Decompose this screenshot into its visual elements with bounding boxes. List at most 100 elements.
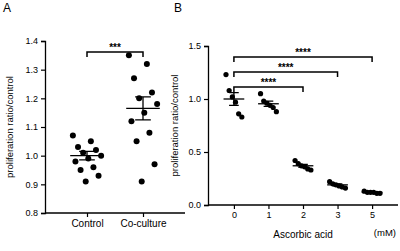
- x-tick-mark: [268, 205, 269, 209]
- point: [72, 158, 78, 164]
- y-tick: 0.5: [188, 147, 208, 157]
- y-tick: 1.0: [188, 94, 208, 104]
- point: [152, 161, 158, 167]
- error-bar: [264, 101, 274, 106]
- point: [223, 72, 228, 77]
- significance-label: ****: [261, 77, 277, 88]
- x-tick: Co-culture: [120, 213, 167, 229]
- x-tick-mark: [303, 205, 304, 209]
- y-tick: 0.9: [25, 180, 45, 190]
- point: [90, 164, 96, 170]
- y-tick-mark: [41, 156, 45, 157]
- x-tick-label: Co-culture: [120, 218, 167, 229]
- x-tick-mark: [337, 205, 338, 209]
- point: [78, 167, 84, 173]
- x-tick: 1: [266, 205, 271, 220]
- y-tick-mark: [41, 98, 45, 99]
- y-tick-mark: [41, 127, 45, 128]
- x-tick-label: 1: [266, 210, 271, 220]
- y-tick-label: 1.0: [188, 94, 201, 104]
- point: [134, 138, 140, 144]
- y-tick-mark: [204, 152, 208, 153]
- y-tick: 1.3: [25, 65, 45, 75]
- point: [271, 105, 276, 110]
- error-bar: [229, 93, 239, 106]
- x-tick: 3: [336, 205, 341, 220]
- y-axis-title: proliferation ratio/control: [169, 75, 180, 177]
- point: [258, 91, 263, 96]
- y-tick-label: 1.3: [25, 65, 38, 75]
- x-tick-label: 3: [336, 210, 341, 220]
- error-bar: [298, 164, 308, 167]
- figure: A 0.8 0.9 1.0 1.1 1.2 1.3 1.4 Control Co-culture p…: [0, 0, 400, 251]
- y-tick-mark: [204, 99, 208, 100]
- error-bar: [79, 151, 95, 160]
- point: [93, 147, 99, 153]
- y-tick: 1.2: [25, 94, 45, 104]
- plot-area: [223, 72, 382, 196]
- y-tick-label: 0.5: [188, 147, 201, 157]
- x-tick-label: 0: [232, 210, 237, 220]
- x-tick-mark: [143, 213, 144, 217]
- point: [377, 191, 382, 196]
- y-tick-mark: [41, 70, 45, 71]
- point: [136, 95, 142, 101]
- y-tick-label: 1.2: [25, 94, 38, 104]
- panel-title: A: [3, 1, 11, 15]
- point: [96, 173, 102, 179]
- mean-line: [293, 165, 314, 166]
- point: [131, 75, 137, 81]
- y-axis-line: [204, 47, 209, 206]
- y-tick: 1.1: [25, 122, 45, 132]
- significance-label: ****: [278, 62, 294, 73]
- point: [141, 110, 147, 116]
- x-tick-mark: [87, 213, 88, 217]
- y-tick: 0.8: [25, 208, 45, 218]
- x-axis-line: [45, 212, 185, 213]
- point: [274, 109, 279, 114]
- y-axis: 0.0 0.5 1.0 1.5: [188, 41, 208, 210]
- x-tick-label: Control: [71, 218, 103, 229]
- panel: B 0.0 0.5 1.0 1.5 0 1 2 3 5 proliferation ratio/co…: [169, 1, 398, 240]
- point: [139, 178, 145, 184]
- point: [80, 150, 86, 156]
- point: [146, 130, 152, 136]
- panel-title: B: [174, 1, 182, 15]
- x-tick: 2: [301, 205, 306, 220]
- y-tick-label: 0.8: [25, 208, 38, 218]
- point: [343, 185, 348, 190]
- y-tick-mark: [204, 46, 208, 47]
- y-tick-mark: [41, 213, 45, 214]
- x-tick: Control: [71, 213, 103, 229]
- point: [149, 90, 155, 96]
- y-tick-label: 0.0: [188, 200, 201, 210]
- error-bar: [135, 97, 151, 120]
- x-tick-mark: [234, 205, 235, 209]
- x-tick: 5: [370, 205, 375, 220]
- y-tick-mark: [41, 184, 45, 185]
- x-axis: Control Co-culture: [45, 213, 185, 229]
- y-tick: 1.4: [25, 36, 45, 46]
- point: [70, 133, 76, 139]
- mean-line: [327, 184, 348, 185]
- y-tick: 1.0: [25, 151, 45, 161]
- x-tick: 0: [232, 205, 237, 220]
- x-axis-title: Ascorbic acid: [273, 229, 332, 240]
- significance-label: ***: [109, 42, 121, 53]
- y-tick: 1.5: [188, 41, 208, 51]
- point: [83, 178, 89, 184]
- plot-area: [70, 52, 160, 184]
- y-tick-label: 0.9: [25, 180, 38, 190]
- y-tick-label: 1.5: [188, 41, 201, 51]
- y-tick-label: 1.4: [25, 36, 38, 46]
- point: [88, 138, 94, 144]
- point: [308, 167, 313, 172]
- y-tick-mark: [204, 205, 208, 206]
- mean-line: [362, 192, 383, 193]
- error-bar: [367, 191, 377, 193]
- panel: A 0.8 0.9 1.0 1.1 1.2 1.3 1.4 Control Co-culture p…: [3, 1, 185, 229]
- point: [154, 101, 160, 107]
- point: [75, 144, 81, 150]
- y-tick-mark: [41, 41, 45, 42]
- x-tick-label: 2: [301, 210, 306, 220]
